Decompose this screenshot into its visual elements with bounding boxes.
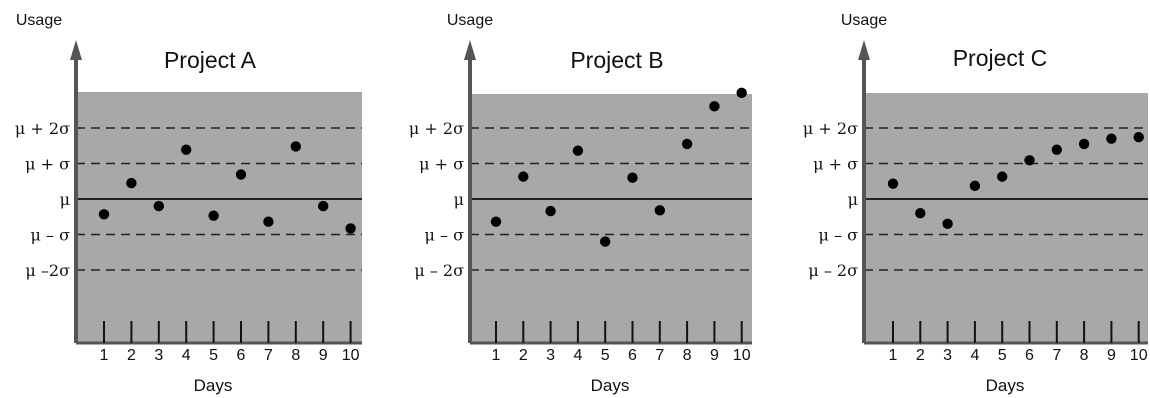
x-tick-label: 1 xyxy=(100,347,109,364)
y-tick-label: μ + σ xyxy=(419,155,464,174)
plot-background xyxy=(470,94,752,343)
x-tick-label: 3 xyxy=(943,347,952,364)
y-tick-label: μ – σ xyxy=(425,226,465,245)
y-axis-label: Usage xyxy=(16,12,62,29)
chart-title: Project B xyxy=(570,47,663,73)
y-tick-label: μ – σ xyxy=(819,226,859,245)
x-tick-label: 1 xyxy=(889,347,898,364)
y-tick-label: μ xyxy=(60,190,70,209)
data-point xyxy=(153,200,164,212)
data-point xyxy=(518,171,529,182)
y-tick-label: μ + 2σ xyxy=(803,119,858,138)
x-tick-label: 4 xyxy=(182,347,191,364)
plot-background xyxy=(76,92,362,343)
data-point xyxy=(181,144,192,155)
plot-background xyxy=(864,93,1148,343)
data-point xyxy=(545,205,556,217)
x-tick-label: 7 xyxy=(264,347,273,364)
x-tick-label: 4 xyxy=(970,347,979,364)
data-point xyxy=(572,145,584,156)
chart-title: Project A xyxy=(164,47,257,73)
x-axis-label: Days xyxy=(986,376,1025,395)
x-tick-label: 1 xyxy=(492,347,501,364)
x-tick-label: 9 xyxy=(1107,347,1116,364)
data-point xyxy=(627,172,638,183)
data-point xyxy=(345,223,356,234)
y-axis-arrow xyxy=(70,40,82,60)
data-point xyxy=(709,101,720,112)
x-tick-label: 5 xyxy=(601,347,610,364)
y-axis-label: Usage xyxy=(841,12,887,29)
chart-panel-1: μ + 2σ μ + σ μ μ – σ μ –2σ 1 2 3 4 5 6 7 8 9 10 Project… xyxy=(15,12,362,395)
x-tick-label: 2 xyxy=(916,347,925,364)
x-tick-label: 8 xyxy=(683,347,692,364)
data-point xyxy=(318,200,329,212)
data-point xyxy=(654,205,665,216)
x-tick-label: 2 xyxy=(519,347,528,364)
x-tick-label: 9 xyxy=(710,347,719,364)
x-tick-label: 3 xyxy=(154,347,163,364)
data-point xyxy=(1133,132,1144,143)
data-point xyxy=(887,178,899,189)
data-point xyxy=(1078,138,1090,150)
x-tick-label: 10 xyxy=(733,347,751,364)
x-tick-label: 7 xyxy=(1052,347,1061,364)
x-tick-label: 2 xyxy=(127,347,136,364)
y-axis-label: Usage xyxy=(447,12,493,29)
data-point xyxy=(490,216,502,227)
chart-panel-3: μ + 2σ μ + σ μ μ – σ μ – 2σ 1 2 3 4 5 6 7 8 9 10 Projec… xyxy=(803,12,1148,395)
y-tick-label: μ xyxy=(454,190,464,209)
y-tick-label: μ – 2σ xyxy=(414,261,464,280)
x-tick-label: 10 xyxy=(1130,347,1148,364)
data-point xyxy=(290,141,301,152)
x-tick-label: 7 xyxy=(655,347,664,364)
data-point xyxy=(736,87,747,99)
x-tick-label: 6 xyxy=(1025,347,1034,364)
x-tick-label: 6 xyxy=(237,347,246,364)
y-tick-label: μ + 2σ xyxy=(15,119,70,138)
y-tick-label: μ + σ xyxy=(25,155,70,174)
y-tick-label: μ xyxy=(848,190,858,209)
x-tick-label: 10 xyxy=(342,347,360,364)
y-tick-label: μ + σ xyxy=(813,155,858,174)
chart-title: Project C xyxy=(953,45,1048,71)
y-axis-arrow xyxy=(464,40,476,60)
y-tick-label: μ – 2σ xyxy=(808,261,858,280)
data-point xyxy=(263,216,274,227)
x-tick-label: 5 xyxy=(998,347,1007,364)
data-point xyxy=(942,218,953,230)
data-point xyxy=(969,180,981,192)
data-point xyxy=(600,236,611,247)
x-tick-label: 4 xyxy=(573,347,582,364)
x-tick-label: 8 xyxy=(291,347,300,364)
x-tick-label: 8 xyxy=(1080,347,1089,364)
y-tick-label: μ + 2σ xyxy=(409,119,464,138)
x-axis-label: Days xyxy=(591,376,630,395)
y-tick-label: μ – σ xyxy=(31,226,71,245)
x-tick-label: 5 xyxy=(209,347,218,364)
data-point xyxy=(208,210,219,221)
data-point xyxy=(681,138,693,150)
chart-panel-2: μ + 2σ μ + σ μ μ – σ μ – 2σ 1 2 3 4 5 6 7 8 9 10 Projec… xyxy=(409,12,752,395)
data-point xyxy=(1051,144,1063,155)
y-axis-arrow xyxy=(858,40,870,60)
data-point xyxy=(235,169,247,180)
data-point xyxy=(126,177,137,189)
x-tick-label: 3 xyxy=(546,347,555,364)
y-tick-label: μ –2σ xyxy=(25,261,70,280)
data-point xyxy=(915,208,926,219)
data-point xyxy=(1106,133,1117,144)
data-point xyxy=(997,171,1008,182)
x-tick-label: 9 xyxy=(319,347,328,364)
x-tick-label: 6 xyxy=(628,347,637,364)
x-axis-label: Days xyxy=(194,376,233,395)
data-point xyxy=(1024,155,1035,166)
data-point xyxy=(98,209,110,220)
